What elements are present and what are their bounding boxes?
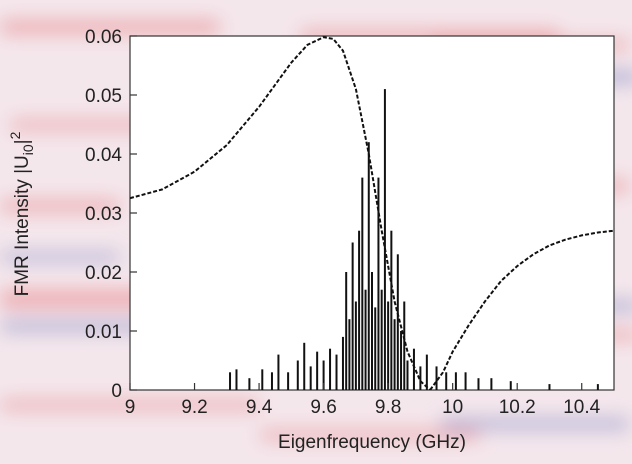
x-tick-label: 10.2	[499, 397, 536, 418]
y-axis: 0 0.01 0.02 0.03 0.04 0.05 0.06	[85, 27, 137, 402]
bar	[354, 301, 357, 390]
y-tick-label: 0.01	[85, 322, 122, 343]
x-tick-label: 9.4	[246, 397, 273, 418]
bar	[345, 272, 348, 390]
x-tick-label: 9.2	[181, 397, 207, 418]
bar	[445, 372, 448, 390]
bar	[322, 360, 325, 390]
bar	[425, 354, 428, 390]
bar	[464, 372, 467, 390]
curve-series	[130, 36, 614, 390]
bar	[596, 384, 599, 390]
y-tick-label: 0.04	[85, 145, 122, 166]
x-tick-label: 9.8	[375, 397, 401, 418]
y-tick-label: 0.05	[85, 86, 122, 107]
bar	[454, 372, 457, 390]
bar	[367, 142, 370, 390]
bar	[374, 307, 377, 390]
bar	[358, 230, 361, 390]
bar	[235, 369, 238, 390]
y-axis-title-sup: 2	[7, 131, 23, 139]
bar	[229, 372, 232, 390]
bar	[371, 272, 373, 390]
x-tick-label: 10.4	[563, 397, 600, 418]
bar	[400, 331, 403, 390]
y-axis-title-sub: i0	[20, 144, 36, 155]
x-tick-label: 9.6	[310, 397, 336, 418]
bar	[396, 254, 399, 390]
bar	[261, 369, 264, 390]
bar	[309, 366, 312, 390]
bar	[248, 378, 251, 390]
curve-segment	[130, 36, 431, 390]
bar	[419, 366, 422, 390]
bar	[351, 242, 354, 390]
bar	[296, 360, 299, 390]
bar	[316, 351, 319, 390]
bar	[390, 230, 393, 390]
bar	[387, 301, 390, 390]
bar	[490, 378, 493, 390]
bar	[329, 348, 332, 390]
y-tick-label: 0.03	[85, 204, 122, 225]
bar	[377, 177, 380, 390]
bar	[412, 348, 415, 390]
bar	[335, 354, 338, 390]
y-tick-label: 0.02	[85, 263, 122, 284]
bar	[509, 381, 512, 390]
y-axis-title-tail: |	[12, 139, 33, 144]
bar	[287, 372, 290, 390]
x-axis: 9 9.2 9.4 9.6 9.8 10 10.2 10.4	[125, 383, 601, 418]
bar	[361, 177, 364, 390]
x-axis-title: Eigenfrequency (GHz)	[278, 432, 466, 453]
bar	[270, 372, 273, 390]
y-tick-label: 0.06	[85, 27, 122, 48]
y-axis-title: FMR Intensity |Ui0|2	[7, 131, 36, 296]
y-axis-title-main: FMR Intensity |U	[12, 155, 33, 296]
curve-segment	[429, 229, 614, 390]
bar	[303, 342, 306, 390]
bar	[406, 360, 409, 390]
bar	[348, 319, 351, 390]
bar	[548, 384, 551, 390]
bar	[403, 301, 406, 390]
bar	[477, 378, 480, 390]
bar	[364, 289, 367, 390]
y-tick-label: 0	[111, 381, 122, 402]
x-tick-label: 10	[442, 397, 463, 418]
bar	[277, 354, 280, 390]
bar	[393, 319, 396, 390]
bar-series	[229, 89, 599, 390]
x-tick-label: 9	[125, 397, 136, 418]
bar	[341, 336, 344, 390]
bar	[435, 366, 438, 390]
bar	[383, 89, 386, 390]
bar	[380, 289, 383, 390]
